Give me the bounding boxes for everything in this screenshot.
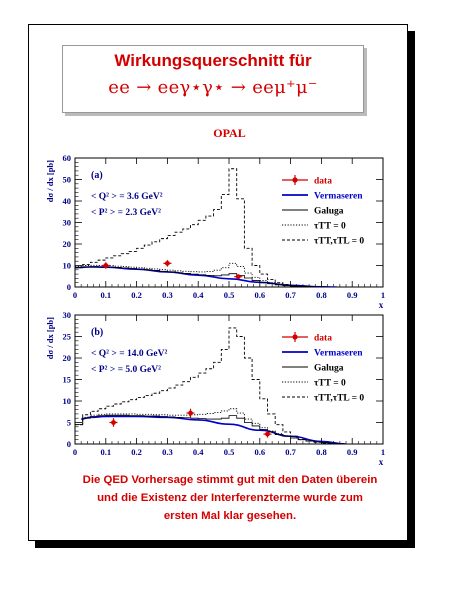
plot-area xyxy=(75,168,337,287)
y-tick-label: 40 xyxy=(63,196,72,206)
y-tick-label: 30 xyxy=(63,218,72,228)
y-tick-label: 20 xyxy=(63,239,72,249)
legend-data-marker xyxy=(292,334,298,340)
legend-entry: Vermaseren xyxy=(282,192,363,202)
legend-label: Vermaseren xyxy=(314,349,363,359)
legend-data-marker xyxy=(292,177,298,183)
panel-annotation: < P² > = 2.3 GeV² xyxy=(91,208,161,218)
data-point xyxy=(234,274,243,280)
data-marker xyxy=(165,260,170,266)
legend-entry: Galuga xyxy=(282,207,344,217)
x-tick-label: 0.7 xyxy=(285,447,296,457)
x-tick-label: 0 xyxy=(73,290,77,300)
x-tick-label: 1 xyxy=(381,447,385,457)
y-tick-label: 10 xyxy=(63,396,72,406)
y-tick-label: 30 xyxy=(63,310,72,320)
legend-entry: τTT = 0 xyxy=(282,222,346,232)
title-line-1: Wirkungsquerschnitt für xyxy=(114,51,312,70)
series-solid-histogram xyxy=(75,266,330,287)
y-tick-label: 10 xyxy=(63,261,72,271)
panel-annotation: < Q² > = 3.6 GeV² xyxy=(91,192,163,202)
panel-label: (b) xyxy=(91,327,103,338)
legend-label: Vermaseren xyxy=(314,192,363,202)
caption-line-1: Die QED Vorhersage stimmt gut mit den Da… xyxy=(82,474,378,486)
y-tick-label: 50 xyxy=(63,175,72,185)
legend-entry: Vermaseren xyxy=(282,349,363,359)
data-point xyxy=(263,430,272,438)
legend-entry: τTT,τTL = 0 xyxy=(282,394,364,404)
caption-line-2: und die Existenz der Interferenzterme wu… xyxy=(97,492,363,504)
data-marker xyxy=(235,274,241,280)
data-point xyxy=(101,262,110,269)
x-tick-label: 0.6 xyxy=(254,290,265,300)
title-line-2: ee → eeγ⋆γ⋆ → eeμ⁺μ⁻ xyxy=(108,77,318,98)
legend-entry: Galuga xyxy=(282,364,344,374)
experiment-label: OPAL xyxy=(213,126,246,140)
x-tick-label: 0.1 xyxy=(100,447,111,457)
plot-area xyxy=(75,327,347,444)
data-marker xyxy=(188,410,193,416)
x-tick-label: 0.9 xyxy=(347,290,358,300)
series-dashed-histogram xyxy=(75,327,345,444)
y-tick-label: 0 xyxy=(67,439,71,449)
legend-label: Galuga xyxy=(314,207,344,217)
x-tick-label: 0.2 xyxy=(131,290,142,300)
x-axis-label: x xyxy=(379,457,384,467)
panel-annotation: < Q² > = 14.0 GeV² xyxy=(91,349,167,359)
data-point xyxy=(163,260,172,267)
x-tick-label: 0.8 xyxy=(316,290,327,300)
x-tick-label: 0 xyxy=(73,447,77,457)
x-tick-label: 0.9 xyxy=(347,447,358,457)
legend-label: τTT = 0 xyxy=(314,222,346,232)
x-tick-label: 0.5 xyxy=(224,447,235,457)
legend-entry: τTT = 0 xyxy=(282,379,346,389)
x-tick-label: 0.2 xyxy=(131,447,142,457)
y-tick-label: 5 xyxy=(67,418,71,428)
data-marker xyxy=(111,420,116,425)
y-tick-label: 60 xyxy=(63,153,72,163)
x-tick-label: 0.1 xyxy=(100,290,111,300)
legend-label: data xyxy=(314,177,332,187)
x-tick-label: 0.4 xyxy=(193,290,204,300)
y-axis-label: dσ / dx [pb] xyxy=(45,317,55,359)
x-tick-label: 0.5 xyxy=(224,290,235,300)
x-axis-label: x xyxy=(379,300,384,310)
data-marker xyxy=(265,431,270,437)
legend-label: data xyxy=(314,334,332,344)
panel-label: (a) xyxy=(91,170,103,181)
y-tick-label: 15 xyxy=(63,375,72,385)
caption-line-3: ersten Mal klar gesehen. xyxy=(163,510,297,522)
x-tick-label: 0.3 xyxy=(162,290,173,300)
legend-label: τTT,τTL = 0 xyxy=(314,237,364,247)
legend-label: τTT = 0 xyxy=(314,379,346,389)
x-tick-label: 1 xyxy=(381,290,385,300)
series-dotted-histogram xyxy=(75,262,330,287)
title-box: Wirkungsquerschnitt für ee → eeγ⋆γ⋆ → ee… xyxy=(62,45,364,113)
y-tick-label: 20 xyxy=(63,353,72,363)
series-vermaseren xyxy=(75,266,337,287)
x-tick-label: 0.6 xyxy=(254,447,265,457)
x-tick-label: 0.8 xyxy=(316,447,327,457)
legend-label: Galuga xyxy=(314,364,344,374)
legend-entry: τTT,τTL = 0 xyxy=(282,237,364,247)
series-vermaseren xyxy=(81,415,347,444)
legend-entry: data xyxy=(282,332,332,344)
data-marker xyxy=(103,263,109,268)
data-point xyxy=(186,408,195,418)
legend-label: τTT,τTL = 0 xyxy=(314,394,364,404)
y-tick-label: 0 xyxy=(67,282,71,292)
y-tick-label: 25 xyxy=(63,332,72,342)
x-tick-label: 0.4 xyxy=(193,447,204,457)
legend-entry: data xyxy=(282,175,332,187)
caption: Die QED Vorhersage stimmt gut mit den Da… xyxy=(40,471,420,525)
panel-annotation: < P² > = 5.0 GeV² xyxy=(91,365,161,375)
chart-panel-0: 0 0.1 0.2 0.3 0.4 0.5 0.6 0.7 0.8 0.9 1x 0 10 20 30 40 5… xyxy=(45,153,385,310)
x-tick-label: 0.3 xyxy=(162,447,173,457)
y-axis-label: dσ / dx [pb] xyxy=(45,160,55,202)
data-point xyxy=(109,418,118,427)
series-dashed-histogram xyxy=(75,168,330,287)
chart-panel-1: 0 0.1 0.2 0.3 0.4 0.5 0.6 0.7 0.8 0.9 1x 0 5 10 15 20 25… xyxy=(45,310,385,467)
x-tick-label: 0.7 xyxy=(285,290,296,300)
